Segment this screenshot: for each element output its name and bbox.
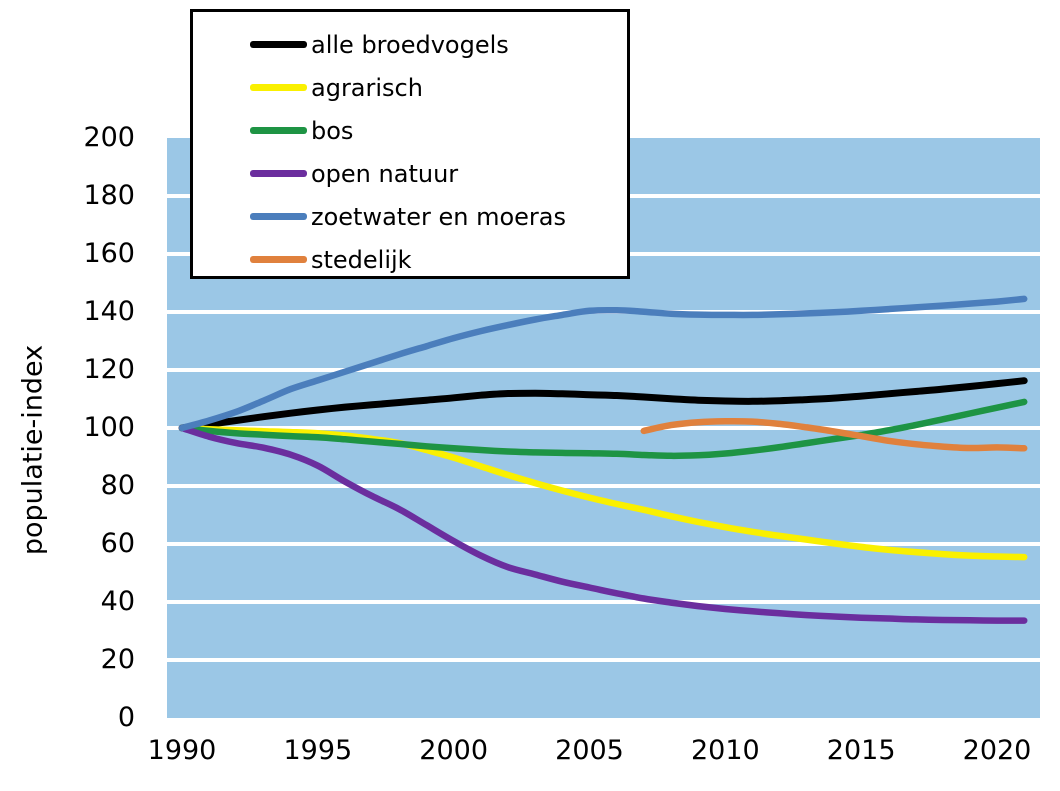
y-tick-label-20: 20 <box>100 643 135 675</box>
legend-label: stedelijk <box>311 245 412 274</box>
series-line-alle-broedvogels <box>178 377 1028 432</box>
x-tick-label-1990: 1990 <box>147 735 217 766</box>
plot-svg <box>167 194 1040 662</box>
legend-swatch-open-natuur <box>250 170 307 177</box>
y-tick-label-100: 100 <box>83 411 135 443</box>
y-tick-label-200: 200 <box>83 121 135 153</box>
legend-swatch-stedelijk <box>250 256 307 263</box>
legend-swatch-bos <box>250 127 307 134</box>
legend-item-alle-broedvogels: alle broedvogels <box>193 23 627 66</box>
legend-item-open-natuur: open natuur <box>193 152 627 195</box>
legend-swatch-agrarisch <box>250 84 307 91</box>
y-tick-label-0: 0 <box>117 701 135 733</box>
legend-label: bos <box>311 116 354 145</box>
y-tick-label-140: 140 <box>83 295 135 327</box>
series-line-agrarisch <box>178 424 1028 561</box>
y-tick-label-160: 160 <box>83 237 135 269</box>
legend-label: alle broedvogels <box>311 30 509 59</box>
legend-item-bos: bos <box>193 109 627 152</box>
y-tick-label-80: 80 <box>100 469 135 501</box>
y-tick-label-120: 120 <box>83 353 135 385</box>
x-tick-label-2005: 2005 <box>555 735 624 766</box>
legend-item-zoetwater-en-moeras: zoetwater en moeras <box>193 195 627 238</box>
legend-label: open natuur <box>311 159 459 188</box>
x-tick-label-1995: 1995 <box>283 735 353 766</box>
series-lines <box>178 295 1028 624</box>
y-tick-label-40: 40 <box>100 585 135 617</box>
y-tick-label-180: 180 <box>83 179 135 211</box>
legend: alle broedvogels agrarisch bos open natuur z… <box>190 9 630 279</box>
series-line-bos <box>178 398 1028 460</box>
legend-label: agrarisch <box>311 73 423 102</box>
legend-swatch-zoetwater-en-moeras <box>250 213 307 220</box>
legend-item-agrarisch: agrarisch <box>193 66 627 109</box>
legend-swatch-alle-broedvogels <box>250 41 307 48</box>
legend-label: zoetwater en moeras <box>311 202 566 231</box>
x-tick-label-2000: 2000 <box>419 735 489 766</box>
x-tick-label-2020: 2020 <box>962 735 1032 766</box>
series-line-zoetwater-en-moeras <box>178 295 1028 432</box>
x-tick-label-2010: 2010 <box>690 735 760 766</box>
series-line-stedelijk <box>640 417 1028 452</box>
y-tick-label-60: 60 <box>100 527 135 559</box>
legend-item-stedelijk: stedelijk <box>193 238 627 281</box>
series-line-open-natuur <box>178 424 1028 624</box>
x-tick-label-2015: 2015 <box>826 735 896 766</box>
